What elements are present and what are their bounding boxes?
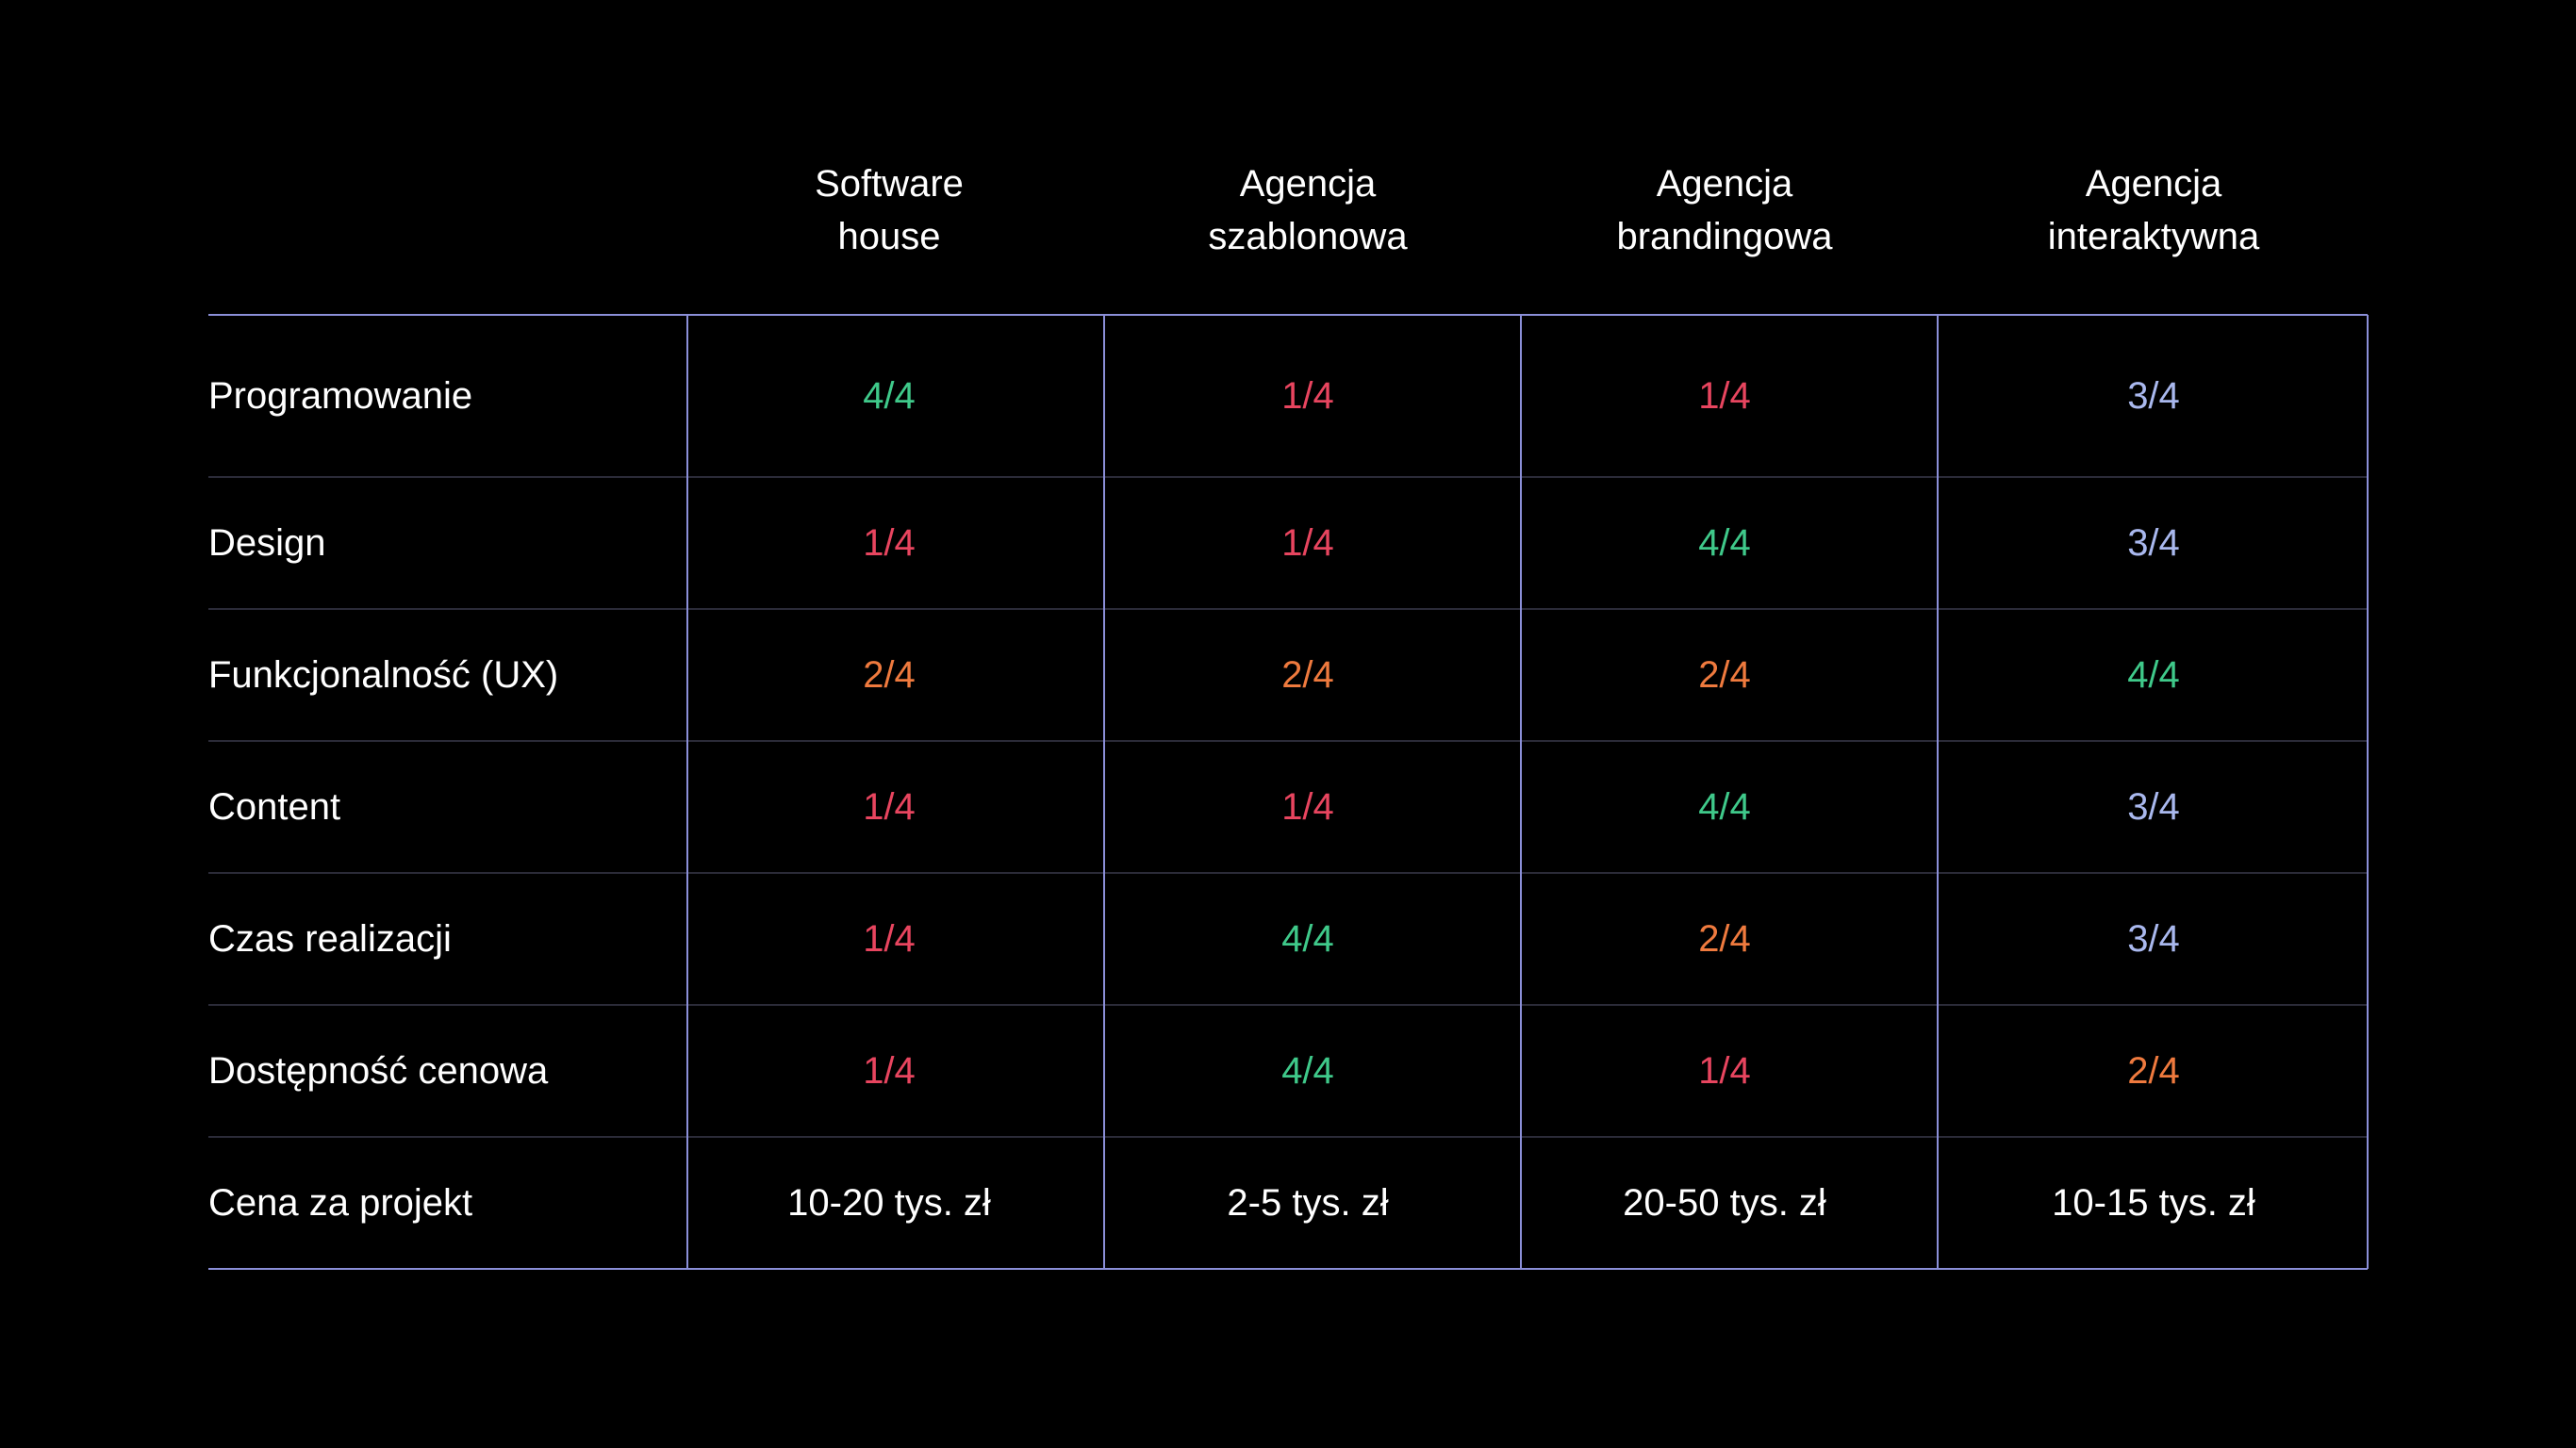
column-header: Software house [815,163,964,257]
row-label: Content [208,786,341,828]
score-cell: 1/4 [1281,522,1334,564]
row-label: Programowanie [208,375,473,417]
column-header: Agencja interaktywna [2047,163,2260,257]
score-cell: 1/4 [863,1050,916,1092]
score-cell: 1/4 [863,522,916,564]
score-cell: 4/4 [2127,654,2180,696]
price-cell: 10-15 tys. zł [2052,1182,2255,1224]
row-divider [208,740,2368,742]
column-divider [1520,315,1522,1269]
row-label: Cena za projekt [208,1182,473,1224]
score-cell: 2/4 [1698,918,1751,960]
row-divider [208,1004,2368,1006]
row-divider [208,872,2368,874]
score-cell: 2/4 [863,654,916,696]
score-cell: 3/4 [2127,375,2180,417]
row-divider [208,476,2368,478]
score-cell: 2/4 [2127,1050,2180,1092]
row-divider [208,1136,2368,1138]
score-cell: 3/4 [2127,786,2180,828]
score-cell: 1/4 [1281,375,1334,417]
score-cell: 1/4 [1698,375,1751,417]
score-cell: 1/4 [863,786,916,828]
score-cell: 1/4 [1698,1050,1751,1092]
row-label: Czas realizacji [208,918,452,960]
score-cell: 3/4 [2127,522,2180,564]
column-header: Agencja szablonowa [1208,163,1408,257]
score-cell: 4/4 [1281,1050,1334,1092]
column-divider [1937,315,1939,1269]
price-cell: 2-5 tys. zł [1227,1182,1389,1224]
score-cell: 4/4 [863,375,916,417]
score-cell: 4/4 [1281,918,1334,960]
row-label: Design [208,522,326,564]
column-divider [686,315,688,1269]
score-cell: 1/4 [863,918,916,960]
table-border [208,314,2368,316]
score-cell: 1/4 [1281,786,1334,828]
price-cell: 10-20 tys. zł [787,1182,991,1224]
score-cell: 2/4 [1698,654,1751,696]
row-divider [208,608,2368,610]
row-label: Funkcjonalność (UX) [208,654,559,696]
column-header: Agencja brandingowa [1616,163,1833,257]
score-cell: 2/4 [1281,654,1334,696]
score-cell: 4/4 [1698,786,1751,828]
column-divider [2367,315,2369,1269]
score-cell: 4/4 [1698,522,1751,564]
score-cell: 3/4 [2127,918,2180,960]
row-label: Dostępność cenowa [208,1050,549,1092]
column-divider [1103,315,1105,1269]
table-border [208,1268,2368,1270]
price-cell: 20-50 tys. zł [1623,1182,1826,1224]
